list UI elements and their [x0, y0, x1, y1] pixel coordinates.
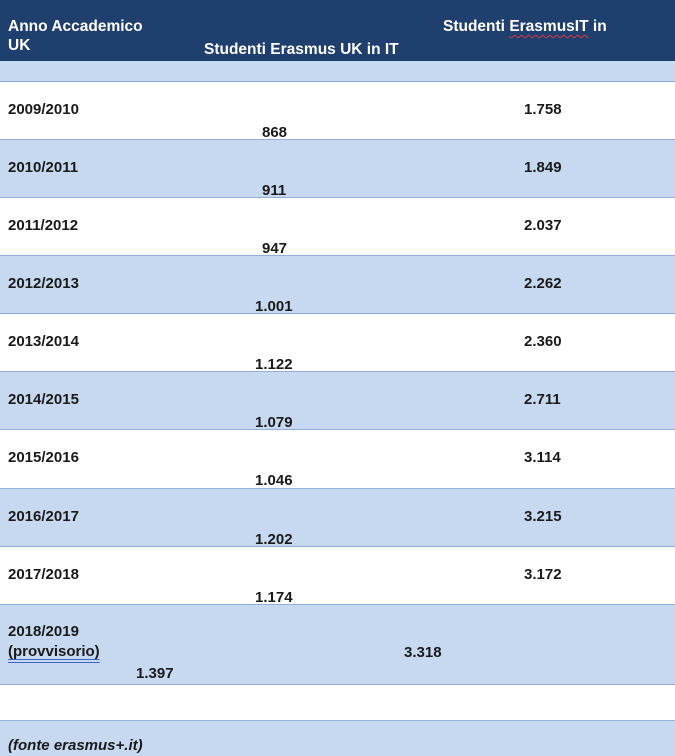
header-it-in-uk-part1: Studenti [443, 18, 510, 35]
cell-year: 2016/2017 [8, 508, 79, 525]
header-academic-year: Anno Accademico UK [8, 17, 178, 55]
cell-uk-in-it: 947 [262, 240, 288, 257]
table-row: 2010/2011 911 1.849 [0, 140, 675, 199]
cell-provisional-note: (provvisorio) [8, 642, 138, 662]
table-row: 2013/2014 1.122 2.360 [0, 314, 675, 373]
table-header: Anno Accademico UK Studenti Erasmus UK i… [0, 0, 675, 61]
cell-uk-in-it: 868 [262, 124, 288, 141]
cell-uk-in-it: 911 [262, 182, 287, 199]
cell-it-in-uk: 2.037 [524, 217, 562, 234]
footer-row: (fonte erasmus+.it) [0, 721, 675, 756]
cell-year: 2014/2015 [8, 391, 79, 408]
cell-uk-in-it: 1.001 [255, 298, 293, 315]
cell-it-in-uk: 3.114 [524, 449, 561, 466]
table-row: 2012/2013 1.001 2.262 [0, 256, 675, 315]
cell-it-in-uk: 3.172 [524, 566, 562, 583]
cell-it-in-uk: 3.318 [404, 644, 442, 661]
table-row: 2015/2016 1.046 3.114 [0, 430, 675, 489]
cell-uk-in-it: 1.079 [255, 414, 293, 431]
source-note: (fonte erasmus+.it) [8, 737, 143, 754]
header-academic-year-line1: Anno Accademico [8, 18, 143, 35]
cell-year-provisional: 2018/2019 (provvisorio) [8, 622, 138, 662]
header-it-in-uk: Studenti ErasmusIT in [443, 17, 673, 36]
cell-it-in-uk: 2.360 [524, 333, 562, 350]
cell-uk-in-it: 1.202 [255, 531, 293, 548]
cell-uk-in-it: 1.122 [255, 356, 293, 373]
table-row: 2017/2018 1.174 3.172 [0, 547, 675, 606]
table-row: 2014/2015 1.079 2.711 [0, 372, 675, 431]
table-row: 2016/2017 1.202 3.215 [0, 489, 675, 548]
table-row-provisional: 2018/2019 (provvisorio) 1.397 3.318 [0, 605, 675, 685]
cell-it-in-uk: 1.849 [524, 159, 562, 176]
cell-year: 2012/2013 [8, 275, 79, 292]
empty-row [0, 685, 675, 721]
cell-year: 2009/2010 [8, 101, 79, 118]
cell-it-in-uk: 3.215 [524, 508, 562, 525]
table-row: 2009/2010 868 1.758 [0, 82, 675, 141]
cell-year: 2015/2016 [8, 449, 79, 466]
cell-year: 2010/2011 [8, 159, 79, 176]
cell-uk-in-it: 1.174 [255, 589, 293, 606]
spacer-row [0, 61, 675, 82]
cell-year: 2018/2019 [8, 623, 79, 640]
cell-year: 2013/2014 [8, 333, 79, 350]
cell-it-in-uk: 2.711 [524, 391, 561, 408]
header-it-in-uk-part3: in [588, 18, 607, 35]
cell-year: 2011/2012 [8, 217, 79, 234]
cell-it-in-uk: 1.758 [524, 101, 562, 118]
provisional-note-text: (provvisorio) [8, 643, 100, 660]
header-it-in-uk-spellcheck-word: ErasmusIT [509, 18, 589, 35]
cell-uk-in-it: 1.397 [136, 665, 174, 682]
table-row: 2011/2012 947 2.037 [0, 198, 675, 257]
header-uk-in-it: Studenti Erasmus UK in IT [204, 41, 399, 58]
cell-year: 2017/2018 [8, 566, 79, 583]
cell-uk-in-it: 1.046 [255, 472, 293, 489]
header-academic-year-line2: UK [8, 37, 31, 54]
cell-it-in-uk: 2.262 [524, 275, 562, 292]
